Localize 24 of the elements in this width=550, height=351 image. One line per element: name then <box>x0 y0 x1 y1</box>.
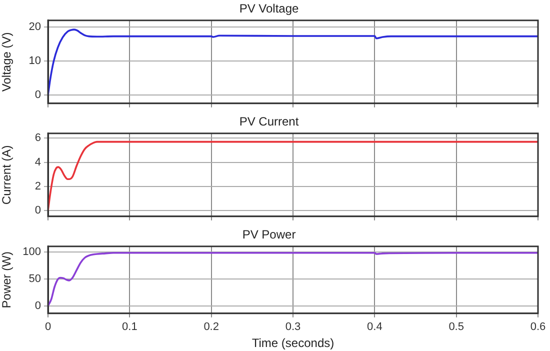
x-tick-label: 0.4 <box>367 321 382 334</box>
y-tick-label: 20 <box>28 21 41 34</box>
y-tick-label: 0 <box>34 300 41 312</box>
chart-title: PV Power <box>242 228 296 242</box>
y-axis-title: Voltage (V) <box>0 32 14 92</box>
x-axis-title: Time (seconds) <box>252 336 334 350</box>
x-tick-label: 0.3 <box>285 321 301 334</box>
y-axis-title: Current (A) <box>0 145 14 205</box>
x-tick-label: 0.6 <box>530 321 546 334</box>
y-tick-label: 100 <box>22 246 41 258</box>
y-axis-title: Power (W) <box>0 252 14 308</box>
y-tick-label: 4 <box>34 156 41 168</box>
y-tick-label: 2 <box>34 180 41 192</box>
x-tick-label: 0 <box>44 321 52 334</box>
y-tick-label: 10 <box>28 55 41 68</box>
y-tick-label: 6 <box>34 132 41 144</box>
x-tick-label: 0.1 <box>122 321 138 334</box>
y-tick-label: 0 <box>34 204 41 216</box>
y-tick-label: 0 <box>34 88 41 101</box>
x-tick-label: 0.5 <box>448 321 464 334</box>
y-tick-label: 50 <box>28 272 41 285</box>
chart-title: PV Current <box>239 114 300 129</box>
chart-title: PV Voltage <box>239 2 300 16</box>
x-tick-label: 0.2 <box>204 321 219 334</box>
